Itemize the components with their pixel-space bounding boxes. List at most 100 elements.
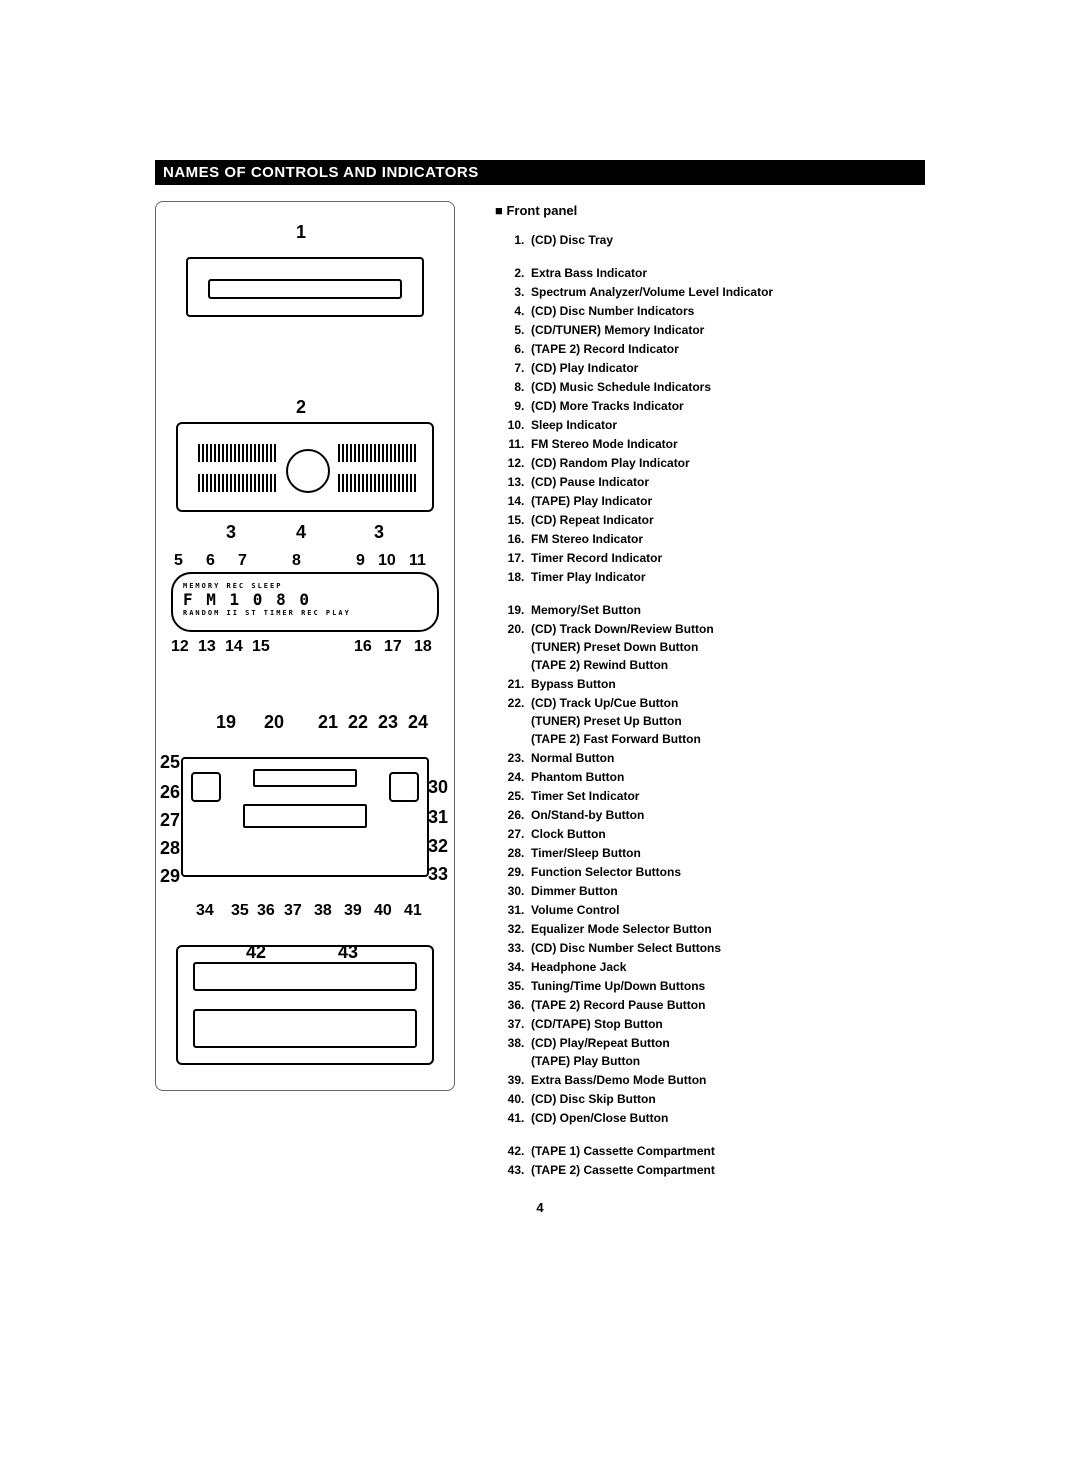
item-number: 30: [495, 882, 521, 900]
lcd-graphic: MEMORY REC SLEEP F M 1 0 8 0 RANDOM II S…: [171, 572, 439, 632]
item-dot: .: [521, 806, 531, 824]
callout-number: 1: [296, 222, 306, 243]
item-list: 19.Memory/Set Button20.(CD) Track Down/R…: [495, 601, 925, 1127]
callout-number: 23: [378, 712, 398, 733]
item-number: 21: [495, 675, 521, 693]
callout-number: 8: [292, 552, 301, 570]
item-dot: .: [521, 920, 531, 938]
callout-number: 39: [344, 902, 362, 920]
list-item: 34.Headphone Jack: [495, 958, 925, 976]
item-number: 20: [495, 620, 521, 638]
callout-number: 3: [374, 522, 384, 543]
item-label: Extra Bass Indicator: [531, 264, 925, 282]
item-label: Phantom Button: [531, 768, 925, 786]
list-item: 42.(TAPE 1) Cassette Compartment: [495, 1142, 925, 1160]
item-label: Timer Record Indicator: [531, 549, 925, 567]
item-dot: .: [521, 882, 531, 900]
list-item: 32.Equalizer Mode Selector Button: [495, 920, 925, 938]
item-label: (CD) Track Up/Cue Button(TUNER) Preset U…: [531, 694, 925, 748]
item-number: 4: [495, 302, 521, 320]
item-number: 2: [495, 264, 521, 282]
item-dot: .: [521, 264, 531, 282]
item-label: (CD) Repeat Indicator: [531, 511, 925, 529]
list-item: 43.(TAPE 2) Cassette Compartment: [495, 1161, 925, 1179]
item-label: Timer Play Indicator: [531, 568, 925, 586]
display-graphic: [176, 422, 434, 512]
callout-number: 34: [196, 902, 214, 920]
item-label: Memory/Set Button: [531, 601, 925, 619]
list-item: 2.Extra Bass Indicator: [495, 264, 925, 282]
item-label: (CD) Music Schedule Indicators: [531, 378, 925, 396]
item-dot: .: [521, 568, 531, 586]
item-number: 31: [495, 901, 521, 919]
item-number: 27: [495, 825, 521, 843]
list-item: 38.(CD) Play/Repeat Button(TAPE) Play Bu…: [495, 1034, 925, 1070]
list-item: 26.On/Stand-by Button: [495, 806, 925, 824]
item-label: (CD) More Tracks Indicator: [531, 397, 925, 415]
list-item: 14.(TAPE) Play Indicator: [495, 492, 925, 510]
item-dot: .: [521, 620, 531, 638]
item-number: 37: [495, 1015, 521, 1033]
list-item: 27.Clock Button: [495, 825, 925, 843]
item-list: 2.Extra Bass Indicator3.Spectrum Analyze…: [495, 264, 925, 586]
item-dot: .: [521, 749, 531, 767]
callout-number: 37: [284, 902, 302, 920]
item-dot: .: [521, 283, 531, 301]
list-item: 8.(CD) Music Schedule Indicators: [495, 378, 925, 396]
list-item: 17.Timer Record Indicator: [495, 549, 925, 567]
item-number: 11: [495, 435, 521, 453]
item-dot: .: [521, 397, 531, 415]
item-label: Headphone Jack: [531, 958, 925, 976]
list-item: 22.(CD) Track Up/Cue Button(TUNER) Prese…: [495, 694, 925, 748]
item-label: Bypass Button: [531, 675, 925, 693]
item-label: (CD) Play/Repeat Button(TAPE) Play Butto…: [531, 1034, 925, 1070]
item-dot: .: [521, 359, 531, 377]
item-sublabel: (TAPE) Play Button: [531, 1052, 925, 1070]
callout-number: 42: [246, 942, 266, 963]
item-dot: .: [521, 977, 531, 995]
item-dot: .: [521, 378, 531, 396]
callout-number: 10: [378, 552, 396, 570]
item-label: (CD) Disc Skip Button: [531, 1090, 925, 1108]
item-sublabel: (TAPE 2) Fast Forward Button: [531, 730, 925, 748]
callout-number: 33: [428, 864, 448, 885]
item-label: FM Stereo Mode Indicator: [531, 435, 925, 453]
item-dot: .: [521, 601, 531, 619]
content-row: MEMORY REC SLEEP F M 1 0 8 0 RANDOM II S…: [155, 201, 925, 1180]
list-item: 25.Timer Set Indicator: [495, 787, 925, 805]
item-dot: .: [521, 825, 531, 843]
item-number: 1: [495, 231, 521, 249]
item-dot: .: [521, 863, 531, 881]
item-dot: .: [521, 511, 531, 529]
callout-number: 19: [216, 712, 236, 733]
item-dot: .: [521, 675, 531, 693]
item-label: (CD) Track Down/Review Button(TUNER) Pre…: [531, 620, 925, 674]
item-dot: .: [521, 787, 531, 805]
item-label: (CD/TUNER) Memory Indicator: [531, 321, 925, 339]
item-number: 38: [495, 1034, 521, 1052]
front-panel-diagram: MEMORY REC SLEEP F M 1 0 8 0 RANDOM II S…: [155, 201, 455, 1091]
item-number: 12: [495, 454, 521, 472]
item-label: (CD) Disc Number Select Buttons: [531, 939, 925, 957]
list-item: 39.Extra Bass/Demo Mode Button: [495, 1071, 925, 1089]
item-label: Equalizer Mode Selector Button: [531, 920, 925, 938]
item-dot: .: [521, 416, 531, 434]
item-label: On/Stand-by Button: [531, 806, 925, 824]
text-column: Front panel 1.(CD) Disc Tray2.Extra Bass…: [495, 201, 925, 1180]
item-number: 40: [495, 1090, 521, 1108]
group-spacer: [495, 1128, 925, 1142]
list-item: 33.(CD) Disc Number Select Buttons: [495, 939, 925, 957]
list-item: 24.Phantom Button: [495, 768, 925, 786]
callout-number: 7: [238, 552, 247, 570]
item-label: (CD) Pause Indicator: [531, 473, 925, 491]
item-number: 23: [495, 749, 521, 767]
item-dot: .: [521, 492, 531, 510]
item-number: 42: [495, 1142, 521, 1160]
list-item: 37.(CD/TAPE) Stop Button: [495, 1015, 925, 1033]
item-dot: .: [521, 454, 531, 472]
callout-number: 16: [354, 638, 372, 656]
callout-number: 32: [428, 836, 448, 857]
list-item: 13.(CD) Pause Indicator: [495, 473, 925, 491]
item-number: 25: [495, 787, 521, 805]
item-label: (CD) Random Play Indicator: [531, 454, 925, 472]
